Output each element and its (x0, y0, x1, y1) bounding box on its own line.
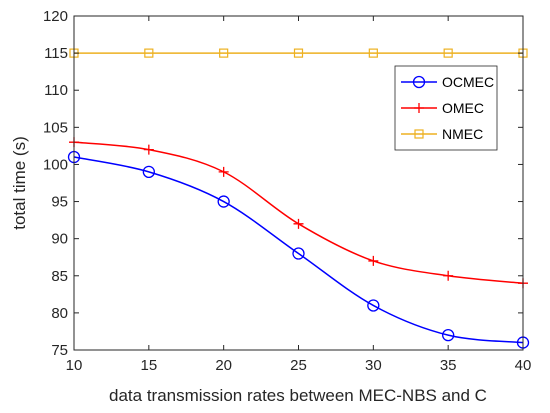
y-tick-label: 100 (43, 156, 68, 173)
x-tick-label: 20 (215, 357, 232, 374)
data-point-omec (143, 144, 154, 155)
y-tick-label: 120 (43, 8, 68, 25)
y-tick-label: 95 (51, 194, 68, 211)
data-point-nmec (368, 48, 378, 58)
y-tick-label: 75 (51, 342, 68, 359)
legend-entry-ocmec: OCMEC (401, 74, 494, 90)
y-axis-label: total time (s) (10, 136, 29, 230)
series-omec (69, 137, 528, 289)
legend-label: NMEC (442, 126, 483, 142)
legend-marker (414, 103, 424, 113)
data-point-nmec (443, 48, 453, 58)
data-point-ocmec (292, 247, 305, 260)
series-line-ocmec (73, 156, 524, 344)
data-point-ocmec (442, 329, 455, 342)
x-axis-label: data transmission rates between MEC-NBS … (109, 386, 487, 405)
ticks-layer: 10 15 20 25 30 35 40 75 80 85 90 95 100 105 110 115 120 (43, 8, 531, 374)
data-point-omec (293, 218, 304, 229)
x-tick-label: 30 (365, 357, 382, 374)
y-tick-label: 80 (51, 305, 68, 322)
data-point-ocmec (367, 299, 380, 312)
y-tick-label: 90 (51, 231, 68, 248)
legend-entry-omec: OMEC (401, 100, 484, 116)
y-tick-label: 105 (43, 119, 68, 136)
y-tick-label: 85 (51, 268, 68, 285)
legend-entry-nmec: NMEC (401, 126, 483, 142)
x-tick-label: 35 (440, 357, 457, 374)
data-point-nmec (144, 48, 154, 58)
data-point-nmec (293, 48, 304, 58)
x-tick-label: 40 (515, 357, 532, 374)
legend-label: OMEC (442, 100, 484, 116)
x-tick-label: 10 (66, 357, 83, 374)
data-point-omec (368, 255, 379, 266)
x-tick-label: 15 (140, 357, 157, 374)
legend-label: OCMEC (442, 74, 494, 90)
y-tick-label: 110 (44, 82, 68, 99)
legend-marker (412, 75, 426, 89)
data-point-omec (443, 270, 454, 281)
data-point-omec (218, 166, 229, 177)
legend: OCMEC OMEC NMEC (394, 65, 498, 151)
data-point-nmec (219, 48, 229, 58)
data-point-ocmec (217, 195, 230, 208)
data-point-ocmec (142, 165, 155, 179)
y-tick-label: 115 (44, 45, 68, 62)
x-tick-label: 25 (290, 357, 307, 374)
legend-marker (414, 129, 424, 139)
